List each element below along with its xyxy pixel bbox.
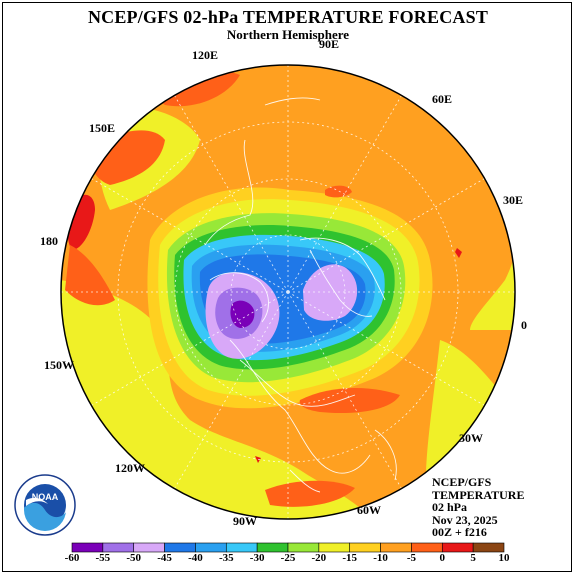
colorbar-swatch <box>287 542 320 553</box>
colorbar-tick-label: 5 <box>470 552 476 564</box>
lon-label-30e: 30E <box>503 193 524 207</box>
lon-label-180: 180 <box>40 234 58 248</box>
colorbar-swatch <box>380 542 412 553</box>
colorbar-tick-label: -30 <box>249 552 265 564</box>
coastlines <box>204 97 397 493</box>
field-dark-orange-e <box>299 388 400 414</box>
field-dark-orange-s <box>265 480 355 507</box>
info-date: Nov 23, 2025 <box>432 512 498 527</box>
lon-label-0: 0 <box>521 318 527 332</box>
lon-label-120e: 120E <box>192 48 219 62</box>
lon-label-120w: 120W <box>115 461 145 475</box>
colorbar-tick-label: -5 <box>406 552 417 564</box>
colorbar-swatch <box>102 542 135 553</box>
colorbar-swatch <box>411 542 443 553</box>
logo-text: NOAA <box>32 492 59 502</box>
noaa-logo: NOAA <box>14 474 76 536</box>
info-level: 02 hPa <box>432 500 468 514</box>
colorbar-tick-label: -55 <box>95 552 111 564</box>
colorbar-tick-label: -20 <box>311 552 327 564</box>
colorbar-tick-label: -60 <box>64 552 80 564</box>
field-red-spot-s <box>255 456 261 463</box>
page-title: NCEP/GFS 02-hPa TEMPERATURE FORECAST <box>87 7 489 27</box>
lon-label-90e: 90E <box>319 37 340 51</box>
colorbar-swatch <box>441 542 474 553</box>
info-variable: TEMPERATURE <box>432 487 525 502</box>
colorbar-tick-label: -40 <box>188 552 203 564</box>
colorbar-swatch <box>318 542 351 553</box>
lon-label-60e: 60E <box>432 92 453 106</box>
field-red-spot-e <box>455 248 462 258</box>
colorbar-swatch <box>195 542 227 553</box>
forecast-info: NCEP/GFS TEMPERATURE 02 hPa Nov 23, 2025… <box>432 476 524 539</box>
info-valid-time: 00Z + f216 <box>432 525 487 539</box>
colorbar-tick-label: 10 <box>498 552 510 564</box>
colorbar-tick-label: -45 <box>157 552 172 564</box>
lon-label-150w: 150W <box>44 358 74 372</box>
chart-frame <box>2 2 572 572</box>
colorbar-tick-label: -50 <box>126 552 142 564</box>
page-subtitle: Northern Hemisphere <box>226 27 350 42</box>
temperature-field <box>61 65 515 519</box>
field-dark-orange-w <box>65 245 115 306</box>
colorbar-tick-label: 0 <box>439 552 446 564</box>
globe-outline <box>60 64 516 520</box>
colorbar-tick-label: -25 <box>280 552 296 564</box>
colorbar <box>71 542 505 553</box>
colorbar-swatch <box>164 542 196 553</box>
colorbar-tick-label: -35 <box>218 552 234 564</box>
info-model: NCEP/GFS <box>432 475 492 489</box>
lon-label-150e: 150E <box>89 121 116 135</box>
graticule <box>61 65 515 519</box>
colorbar-tick-label: -10 <box>373 552 388 564</box>
field-core-purple <box>230 300 255 328</box>
colorbar-swatch <box>71 542 104 553</box>
colorbar-swatch <box>133 542 165 553</box>
colorbar-swatch <box>256 542 289 553</box>
colorbar-swatch <box>349 542 381 553</box>
lon-label-60w: 60W <box>357 503 381 517</box>
colorbar-swatch <box>472 542 505 553</box>
colorbar-tick-label: -15 <box>342 552 358 564</box>
lon-label-90w: 90W <box>233 514 257 528</box>
colorbar-swatch <box>225 542 258 553</box>
field-core-lavender-right <box>303 264 358 321</box>
lon-label-30w: 30W <box>459 431 483 445</box>
